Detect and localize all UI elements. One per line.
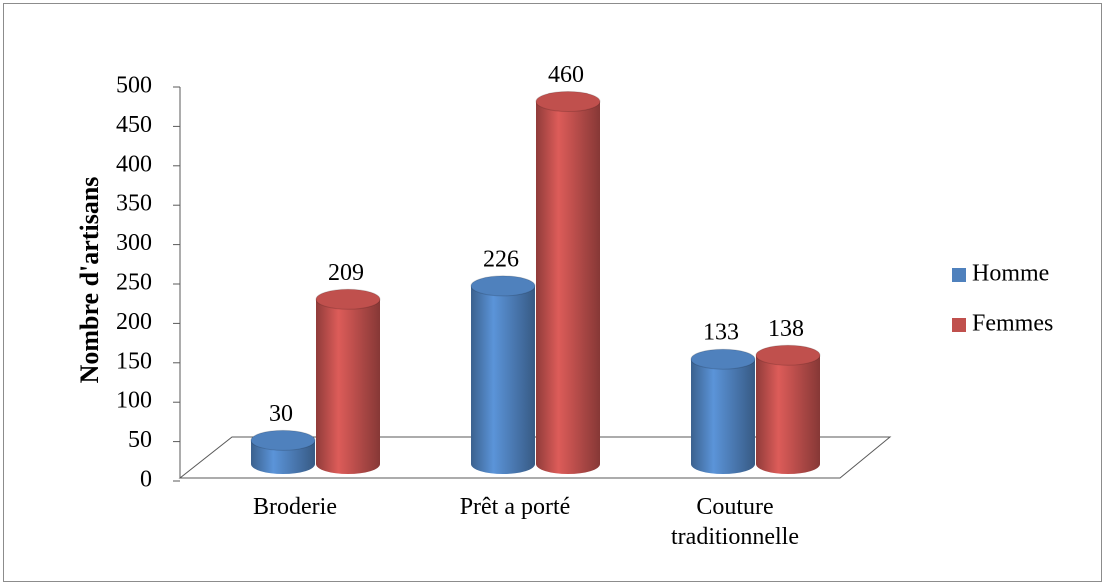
cylinder-body xyxy=(756,355,820,464)
legend-label: Femmes xyxy=(972,311,1053,337)
cylinder-top xyxy=(690,348,756,370)
cylinder-body xyxy=(691,359,755,464)
cylinder-top xyxy=(250,429,316,451)
x-tick-label: Broderie xyxy=(253,494,337,520)
y-axis-title: Nombre d'artisans xyxy=(75,177,104,384)
cylinder-body xyxy=(536,101,600,465)
y-tick-label: 350 xyxy=(116,191,152,217)
x-tick-label: Prêt a porté xyxy=(459,494,571,520)
y-tick-label: 150 xyxy=(116,348,152,374)
cylinder xyxy=(535,91,601,474)
y-tick-label: 250 xyxy=(116,270,152,296)
y-tick-label: 450 xyxy=(116,112,152,138)
y-tick-label: 50 xyxy=(128,427,152,453)
x-tick-label: Couture traditionnelle xyxy=(671,494,799,550)
cylinder xyxy=(315,288,381,474)
cylinder xyxy=(755,344,821,474)
y-tick-label: 400 xyxy=(116,151,152,177)
legend-swatch xyxy=(952,318,966,332)
cylinder-body xyxy=(316,299,380,464)
data-label: 30 xyxy=(269,401,293,427)
cylinder xyxy=(250,429,316,474)
data-label: 226 xyxy=(483,246,519,272)
cylinder xyxy=(470,275,536,474)
cylinder-body xyxy=(471,285,535,464)
cylinder xyxy=(690,348,756,474)
y-tick-label: 200 xyxy=(116,309,152,335)
data-label: 209 xyxy=(328,260,364,286)
y-tick-label: 100 xyxy=(116,388,152,414)
data-label: 138 xyxy=(768,316,804,342)
data-label: 133 xyxy=(703,320,739,346)
y-tick-label: 0 xyxy=(140,467,152,493)
legend-label: Homme xyxy=(972,261,1049,287)
y-tick-label: 300 xyxy=(116,230,152,256)
data-label: 460 xyxy=(548,62,584,88)
cylinder-top xyxy=(535,91,601,113)
cylinder-top xyxy=(755,344,821,366)
cylinder-top xyxy=(470,275,536,297)
legend-swatch xyxy=(952,268,966,282)
y-tick-label: 500 xyxy=(116,73,152,99)
cylinder-top xyxy=(315,288,381,310)
